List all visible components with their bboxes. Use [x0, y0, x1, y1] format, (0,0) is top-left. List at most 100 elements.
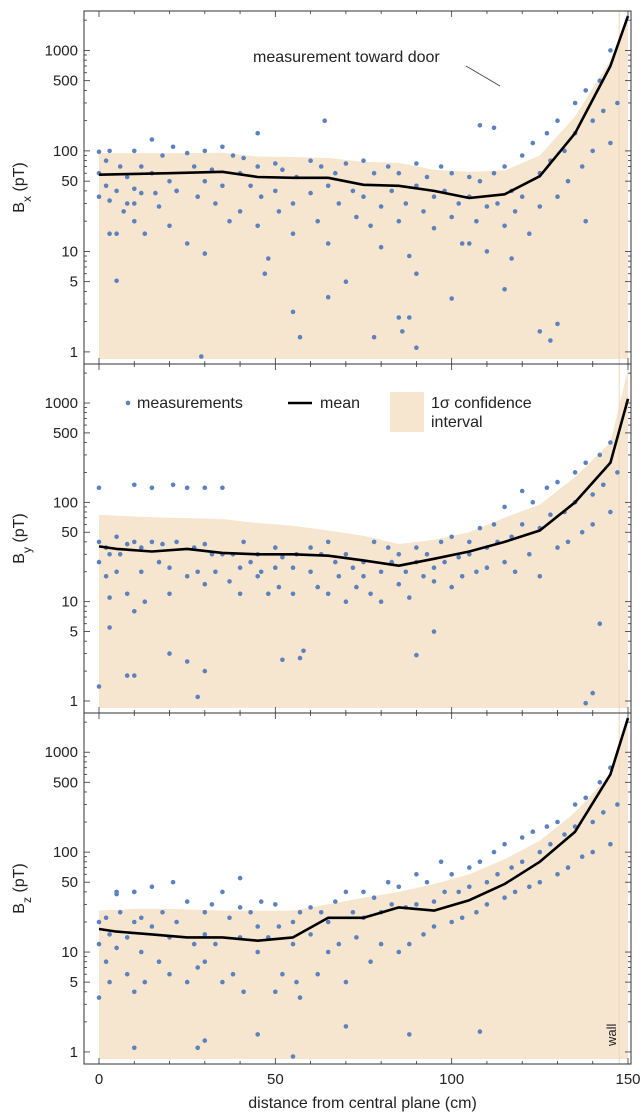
- measurement-point: [615, 802, 620, 807]
- measurement-point: [350, 910, 356, 915]
- measurement-point: [414, 872, 419, 877]
- measurement-point: [280, 971, 285, 977]
- measurement-point: [421, 574, 426, 579]
- measurement-point: [202, 932, 208, 937]
- measurement-point: [273, 545, 278, 550]
- legend-label-ci-line2: interval: [431, 414, 483, 431]
- measurement-point: [467, 552, 472, 557]
- measurement-point: [142, 231, 148, 236]
- measurement-point: [414, 271, 419, 277]
- measurement-point: [414, 652, 419, 658]
- measurement-point: [562, 832, 567, 837]
- measurement-point: [385, 545, 391, 550]
- measurement-point: [258, 899, 264, 904]
- measurement-point: [597, 780, 603, 785]
- measurement-point: [184, 899, 190, 904]
- measurement-point: [248, 559, 253, 565]
- x-tick-label: 50: [267, 1071, 284, 1088]
- measurement-point: [555, 479, 560, 485]
- measurement-point: [167, 971, 172, 977]
- legend-dot: [125, 400, 131, 406]
- y-axis-label-sub: z: [20, 897, 34, 903]
- measurement-point: [273, 565, 278, 570]
- measurement-point: [96, 149, 102, 155]
- measurement-point: [107, 932, 112, 937]
- measurement-point: [114, 534, 119, 540]
- measurement-point: [368, 591, 373, 597]
- measurement-point: [202, 910, 208, 915]
- measurement-point: [608, 440, 613, 445]
- measurement-point: [562, 148, 567, 154]
- measurement-point: [414, 902, 419, 907]
- measurement-point: [124, 935, 130, 940]
- measurement-point: [237, 565, 243, 570]
- measurement-point: [276, 209, 282, 214]
- measurement-point: [407, 315, 412, 320]
- measurement-point: [474, 910, 479, 915]
- measurement-point: [202, 485, 208, 491]
- measurement-point: [308, 932, 313, 937]
- wall-label: wall: [604, 1023, 619, 1047]
- measurement-point: [96, 919, 102, 925]
- measurement-point: [237, 209, 243, 214]
- measurement-point: [195, 569, 200, 575]
- y-axis-label-sub: x: [20, 196, 34, 202]
- measurement-point: [583, 460, 588, 466]
- measurement-point: [255, 1032, 260, 1037]
- confidence-band: [99, 718, 628, 1059]
- measurement-point: [255, 223, 260, 229]
- measurement-point: [280, 554, 285, 560]
- measurement-point: [213, 941, 218, 947]
- measurement-point: [519, 194, 525, 199]
- measurement-point: [325, 591, 331, 597]
- measurement-point: [502, 287, 507, 292]
- measurement-point: [195, 1045, 200, 1051]
- measurement-point: [290, 565, 296, 570]
- measurement-point: [266, 591, 271, 597]
- measurement-point: [184, 979, 190, 985]
- measurement-point: [509, 865, 514, 870]
- measurement-point: [139, 569, 144, 575]
- y-tick-label: 1000: [45, 395, 78, 412]
- confidence-band: [99, 16, 628, 359]
- plot-area: [96, 11, 630, 364]
- measurement-point: [615, 100, 620, 106]
- measurement-point: [371, 895, 377, 900]
- measurement-point: [273, 989, 278, 995]
- measurement-point: [407, 1032, 412, 1037]
- measurement-point: [124, 201, 130, 206]
- measurement-point: [290, 941, 296, 947]
- measurement-point: [132, 218, 137, 224]
- measurement-point: [114, 278, 119, 284]
- measurement-point: [343, 1024, 349, 1029]
- y-axis-label-unit: (pT): [11, 513, 28, 547]
- measurement-point: [167, 565, 172, 570]
- measurement-point: [96, 485, 102, 491]
- measurement-point: [308, 158, 313, 163]
- measurement-point: [174, 919, 179, 925]
- measurement-point: [491, 849, 497, 855]
- measurement-point: [199, 354, 204, 359]
- measurement-point: [255, 574, 260, 579]
- measurement-point: [117, 552, 123, 557]
- y-tick-label: 500: [53, 425, 78, 442]
- measurement-point: [301, 648, 306, 654]
- measurement-point: [107, 231, 112, 236]
- y-tick-label: 10: [61, 594, 78, 611]
- measurement-point: [459, 574, 465, 579]
- measurement-point: [456, 554, 462, 560]
- measurement-point: [132, 539, 137, 545]
- measurement-point: [527, 884, 532, 890]
- y-axis-label-base: B: [11, 903, 28, 914]
- measurement-point: [442, 889, 447, 895]
- measurement-point: [132, 1045, 137, 1051]
- y-tick-label: 5: [70, 624, 78, 641]
- annotation-text: measurement toward door: [253, 49, 440, 66]
- measurement-point: [230, 153, 236, 158]
- measurement-point: [170, 482, 176, 488]
- measurement-point: [107, 595, 112, 600]
- measurement-point: [368, 223, 373, 229]
- measurement-point: [537, 849, 543, 855]
- measurement-point: [477, 1029, 483, 1034]
- y-tick-label: 50: [61, 874, 78, 891]
